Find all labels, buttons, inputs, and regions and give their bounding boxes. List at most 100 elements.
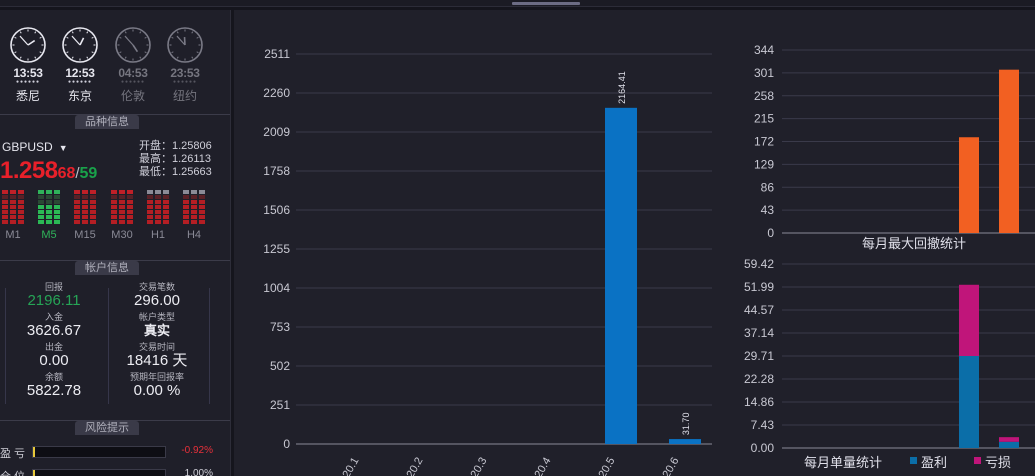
statistics-panel: 0 251 502 753 1004 1255 1506 1758 2009 2260 2511 20… — [234, 10, 1035, 476]
timeframe-label: M15 — [74, 229, 96, 241]
clock-time: 13:53 — [13, 66, 43, 80]
y-tick-label: 753 — [270, 320, 290, 334]
drawdown-bar — [999, 69, 1019, 233]
symbol-name: GBPUSD — [2, 140, 53, 154]
withdraw-label: 出金 — [44, 342, 63, 352]
y-tick-label: 29.71 — [744, 349, 774, 363]
live-price: 1.25868/59 — [0, 157, 97, 185]
clock-face-icon — [115, 27, 151, 63]
clock-time: 04:53 — [118, 66, 148, 80]
order-bar-profit — [999, 441, 1019, 448]
annual-return-label: 预期年回报率 — [129, 372, 184, 382]
account-info-header: 帐户信息 — [75, 261, 139, 275]
clock-time: 12:53 — [65, 66, 95, 80]
y-tick-label: 14.86 — [744, 395, 774, 409]
timeframe-label: M1 — [5, 229, 21, 241]
y-tick-label: 172 — [754, 135, 774, 149]
account-type-label: 帐户类型 — [138, 312, 175, 322]
timeframe-m1[interactable]: M1 — [0, 190, 26, 241]
price-separator: / — [75, 165, 80, 182]
y-tick-label: 1255 — [263, 242, 290, 256]
legend-label: 亏损 — [985, 455, 1011, 470]
active-tab-indicator[interactable] — [512, 2, 580, 5]
timeframe-label: H4 — [186, 229, 202, 241]
y-tick-label: 2511 — [264, 47, 290, 61]
trades-value: 296.00 — [134, 292, 180, 309]
clock-sydney: 13:53 ●●●●●● 悉尼 — [7, 26, 49, 104]
symbol-info-header: 品种信息 — [75, 115, 139, 129]
clock-city: 东京 — [67, 89, 92, 103]
y-tick-label: 44.57 — [744, 303, 774, 317]
world-clocks: 13:53 ●●●●●● 悉尼 12:53 ●●●●●● 东京 04:53 ●●… — [0, 26, 230, 116]
price-main: 1.258 — [0, 157, 58, 184]
bar-value-label: 31.70 — [681, 413, 691, 436]
y-tick-label: 22.28 — [744, 372, 774, 386]
column-divider — [5, 288, 6, 404]
deposit-label: 入金 — [44, 312, 63, 322]
max-drawdown-chart: 0 43 86 129 172 215 258 301 344 每月最大回撤统计 — [754, 43, 1035, 251]
y-tick-label: 2260 — [263, 86, 290, 100]
window-top-strip — [0, 0, 1035, 7]
signal-strength-meter — [181, 190, 207, 227]
risk-position-label: 仓 位 — [0, 468, 25, 476]
risk-position-row: 仓 位 1.00% — [0, 468, 230, 476]
risk-pnl-label: 盈 亏 — [0, 448, 26, 460]
timeframe-h1[interactable]: H1 — [145, 190, 171, 241]
timeframe-label: H1 — [150, 229, 166, 241]
y-tick-label: 301 — [754, 66, 774, 80]
signal-strength-meter — [145, 190, 171, 227]
x-tick-label: 2020.2 — [398, 456, 425, 476]
return-stat: 回报 2196.11 — [14, 282, 94, 309]
column-divider — [108, 288, 109, 404]
account-type-stat: 帐户类型 真实 — [116, 312, 198, 339]
risk-position-bar — [32, 469, 166, 476]
y-tick-label: 86 — [761, 180, 775, 194]
y-tick-label: 251 — [270, 398, 290, 412]
bar-value-label: 2164.41 — [617, 71, 627, 104]
clock-dots: ●●●●●● — [120, 79, 146, 85]
trading-time-label: 交易时间 — [138, 342, 175, 352]
trading-time-stat: 交易时间 18416 天 — [116, 342, 198, 369]
trades-stat: 交易笔数 296.00 — [116, 282, 198, 309]
drawdown-bar — [959, 137, 979, 233]
timeframe-m5[interactable]: M5 — [36, 190, 62, 241]
y-tick-label: 1758 — [263, 164, 290, 178]
ohl-stats: 开盘：1.25806 最高：1.26113 最低：1.25663 — [139, 140, 212, 179]
clock-minute-hand — [124, 35, 134, 46]
timeframe-m30[interactable]: M30 — [109, 190, 135, 241]
y-tick-label: 1506 — [263, 203, 290, 217]
clock-hour-hand — [79, 37, 85, 46]
section-divider — [0, 420, 230, 421]
dropdown-caret-icon: ▼ — [58, 143, 68, 153]
balance-stat: 余额 5822.78 — [14, 372, 94, 399]
bar-2020.5 — [605, 107, 637, 445]
order-bar-loss — [959, 284, 979, 356]
y-tick-label: 0 — [767, 226, 774, 240]
withdraw-stat: 出金 0.00 — [14, 342, 94, 369]
price-pip-ask: 59 — [79, 165, 98, 182]
clock-time: 23:53 — [170, 66, 200, 80]
high-price: 最高：1.26113 — [139, 153, 211, 165]
symbol-selector[interactable]: GBPUSD ▼ — [2, 140, 68, 154]
clock-face-icon — [62, 27, 98, 63]
risk-header: 风险提示 — [75, 421, 139, 435]
risk-pnl-value: -0.92% — [181, 445, 213, 456]
timeframe-h4[interactable]: H4 — [181, 190, 207, 241]
withdraw-value: 0.00 — [39, 352, 69, 369]
order-bar-profit — [959, 356, 979, 448]
clock-hour-hand — [27, 39, 36, 46]
bar-2020.6 — [669, 439, 701, 444]
timeframe-m15[interactable]: M15 — [72, 190, 98, 241]
account-stats: 回报 2196.11 交易笔数 296.00 入金 3626.67 帐户类型 真… — [0, 280, 230, 410]
open-price: 开盘：1.25806 — [139, 140, 212, 152]
clock-tokyo: 12:53 ●●●●●● 东京 — [59, 26, 101, 104]
signal-strength-meter — [0, 190, 26, 227]
legend-swatch — [974, 457, 981, 464]
y-tick-label: 0 — [283, 437, 290, 451]
statistics-charts: 0 251 502 753 1004 1255 1506 1758 2009 2260 2511 20… — [263, 43, 1035, 476]
order-bar-loss — [999, 437, 1019, 442]
x-tick-label: 2020.3 — [462, 456, 489, 476]
low-price: 最低：1.25663 — [139, 166, 212, 178]
clock-city: 悉尼 — [15, 89, 40, 103]
section-divider — [0, 114, 230, 115]
